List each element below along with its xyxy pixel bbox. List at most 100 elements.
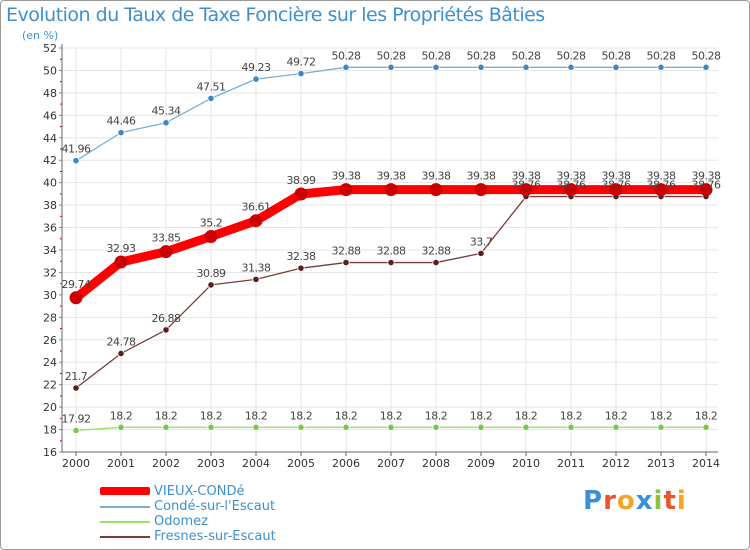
y-tick-label: 20 [43, 401, 57, 414]
data-label: 18.2 [470, 409, 493, 422]
data-point [612, 423, 620, 431]
data-point [117, 349, 125, 358]
data-label: 18.2 [695, 409, 718, 422]
data-label: 18.2 [380, 409, 403, 422]
data-point [699, 183, 713, 197]
data-label: 49.23 [242, 61, 271, 74]
data-point [297, 423, 305, 431]
x-tick-label: 2008 [422, 457, 450, 470]
y-tick-label: 36 [43, 222, 57, 235]
data-label: 50.28 [692, 49, 721, 62]
y-tick-label: 24 [43, 356, 57, 369]
x-tick-label: 2012 [602, 457, 630, 470]
y-tick-label: 30 [43, 289, 57, 302]
data-label: 39.38 [422, 170, 451, 183]
data-label: 39.38 [512, 170, 541, 183]
legend-item: Condé-sur-l'Escaut [100, 499, 400, 514]
x-tick-label: 2011 [557, 457, 585, 470]
chart-title: Evolution du Taux de Taxe Foncière sur l… [6, 4, 545, 26]
data-label: 38.76 [647, 179, 676, 192]
data-label: 38.99 [287, 174, 316, 187]
data-point [387, 423, 395, 431]
y-tick-label: 50 [43, 64, 57, 77]
data-label: 32.88 [377, 245, 406, 258]
data-point [432, 423, 440, 431]
data-label: 18.2 [515, 409, 538, 422]
legend-label: VIEUX-CONDé [154, 484, 245, 499]
data-label: 38.76 [557, 179, 586, 192]
x-tick-label: 2003 [197, 457, 225, 470]
data-point [387, 258, 395, 267]
data-point [249, 214, 263, 228]
data-label: 31.38 [242, 261, 271, 274]
data-label: 35.2 [200, 217, 223, 230]
data-label: 50.28 [647, 49, 676, 62]
data-label: 18.2 [290, 409, 313, 422]
legend-swatch [100, 487, 150, 495]
data-point [117, 129, 125, 137]
data-label: 50.28 [467, 49, 496, 62]
data-label: 18.2 [425, 409, 448, 422]
data-label: 32.93 [107, 242, 136, 255]
data-label: 18.2 [155, 409, 178, 422]
data-point [159, 245, 173, 259]
data-label: 32.88 [422, 245, 451, 258]
legend: VIEUX-CONDé Condé-sur-l'Escaut Odomez Fr… [100, 484, 400, 544]
data-point [522, 63, 530, 71]
data-point [297, 264, 305, 272]
data-point [297, 69, 305, 78]
x-tick-label: 2000 [62, 457, 90, 470]
data-point [162, 326, 170, 334]
y-tick-label: 48 [43, 87, 57, 100]
data-label: 50.28 [332, 49, 361, 62]
data-label: 17.92 [62, 412, 91, 425]
data-label: 18.2 [245, 409, 268, 422]
data-point [657, 423, 665, 431]
data-point [567, 423, 575, 431]
data-point [429, 183, 443, 197]
data-label: 18.2 [110, 409, 133, 422]
data-label: 18.2 [335, 409, 358, 422]
x-tick-label: 2010 [512, 457, 540, 470]
data-label: 33.85 [152, 232, 181, 245]
data-label: 26.88 [152, 312, 181, 325]
data-label: 32.88 [332, 245, 361, 258]
data-point [567, 63, 575, 71]
x-tick-label: 2002 [152, 457, 180, 470]
data-point [162, 119, 170, 127]
data-point [522, 423, 530, 431]
legend-label: Fresnes-sur-Escaut [154, 529, 276, 544]
y-tick-label: 34 [43, 244, 57, 257]
data-label: 39.38 [467, 170, 496, 183]
data-point [657, 63, 665, 71]
data-point [69, 291, 83, 305]
data-label: 44.46 [107, 115, 136, 128]
legend-swatch [100, 506, 150, 508]
data-point [252, 423, 260, 431]
data-label: 41.96 [62, 143, 91, 156]
data-label: 50.28 [512, 49, 541, 62]
data-point [72, 426, 80, 435]
data-point [72, 157, 80, 165]
data-point [477, 423, 485, 431]
data-label: 47.51 [197, 80, 226, 93]
data-point [564, 183, 578, 197]
data-point [207, 94, 215, 102]
legend-label: Odomez [154, 514, 208, 529]
data-label: 39.38 [332, 170, 361, 183]
proxiti-logo: Proxiti [583, 486, 687, 516]
data-label: 24.78 [107, 335, 136, 348]
x-tick-label: 2014 [692, 457, 720, 470]
data-label: 21.7 [65, 370, 88, 383]
data-point [252, 75, 260, 83]
data-label: 38.76 [692, 179, 721, 192]
data-point [342, 63, 350, 71]
data-point [114, 255, 128, 269]
legend-item: Fresnes-sur-Escaut [100, 529, 400, 544]
unit-label: (en %) [22, 29, 59, 42]
y-tick-label: 26 [43, 334, 57, 347]
data-point [654, 183, 668, 197]
data-label: 18.2 [650, 409, 673, 422]
data-label: 29.74 [62, 278, 91, 291]
